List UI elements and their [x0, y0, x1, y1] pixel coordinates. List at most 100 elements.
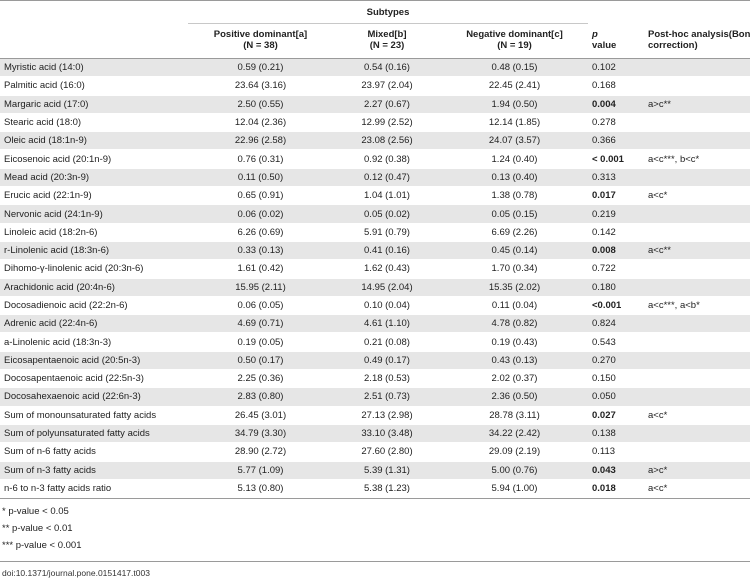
positive-dominant-cell: 2.83 (0.80)	[188, 387, 333, 407]
footnote: ** p-value < 0.01	[2, 523, 73, 535]
table-row: r-Linolenic acid (18:3n-6) 0.33 (0.13) 0.4…	[0, 241, 750, 261]
mixed-cell: 27.13 (2.98)	[333, 406, 441, 425]
header-line: Mixed[b]	[367, 29, 407, 40]
table-row: Dihomo-γ-linolenic acid (20:3n-6) 1.61 (0…	[0, 259, 750, 279]
acid-name-cell: Mead acid (20:3n-9)	[0, 168, 188, 188]
mixed-cell: 12.99 (2.52)	[333, 113, 441, 133]
mixed-cell: 2.18 (0.53)	[333, 369, 441, 389]
header-line: (N = 19)	[497, 40, 532, 51]
p-value-cell: <0.001	[588, 296, 644, 316]
positive-dominant-cell: 0.76 (0.31)	[188, 149, 333, 169]
acid-name-cell: Sum of monounsaturated fatty acids	[0, 406, 188, 425]
acid-name-cell: Sum of n-6 fatty acids	[0, 442, 188, 462]
footnotes: * p-value < 0.05 ** p-value < 0.01 *** p…	[0, 499, 750, 554]
p-value-cell: 0.722	[588, 259, 644, 279]
negative-dominant-cell: 15.35 (2.02)	[441, 278, 588, 297]
p-value-cell: 0.113	[588, 442, 644, 462]
acid-name-cell: Stearic acid (18:0)	[0, 113, 188, 133]
p-value-cell: 0.138	[588, 424, 644, 444]
negative-dominant-cell: 0.45 (0.14)	[441, 241, 588, 261]
header-line: Post-hoc analysis(Bonferroni	[648, 28, 750, 40]
negative-dominant-cell: 0.48 (0.15)	[441, 58, 588, 78]
positive-dominant-cell: 0.11 (0.50)	[188, 168, 333, 188]
positive-dominant-cell: 22.96 (2.58)	[188, 131, 333, 151]
positive-dominant-cell: 1.61 (0.42)	[188, 259, 333, 279]
acid-name-cell: Nervonic acid (24:1n-9)	[0, 204, 188, 224]
positive-dominant-cell: 0.33 (0.13)	[188, 241, 333, 261]
posthoc-cell: a<c**	[644, 241, 750, 261]
negative-dominant-cell: 1.38 (0.78)	[441, 186, 588, 206]
table-row: Erucic acid (22:1n-9) 0.65 (0.91) 1.04 (1.…	[0, 186, 750, 206]
posthoc-cell	[644, 351, 750, 371]
table-row: Nervonic acid (24:1n-9) 0.06 (0.02) 0.05 (…	[0, 204, 750, 224]
p-value-cell: 0.027	[588, 406, 644, 425]
footnote: *** p-value < 0.001	[2, 540, 82, 552]
negative-dominant-cell: 4.78 (0.82)	[441, 314, 588, 334]
table-row: Sum of polyunsaturated fatty acids 34.79 …	[0, 424, 750, 444]
positive-dominant-cell: 34.79 (3.30)	[188, 424, 333, 444]
table-row: Stearic acid (18:0) 12.04 (2.36) 12.99 (2.…	[0, 113, 750, 133]
posthoc-cell: a>c*	[644, 461, 750, 480]
mixed-cell: 2.51 (0.73)	[333, 387, 441, 407]
p-value-cell: 0.150	[588, 369, 644, 389]
table-row: Palmitic acid (16:0) 23.64 (3.16) 23.97 (2…	[0, 76, 750, 96]
positive-dominant-header: Positive dominant[a] (N = 38)	[188, 23, 333, 59]
header-line: p	[592, 28, 598, 40]
table-row: Docosadienoic acid (22:2n-6) 0.06 (0.05) 0…	[0, 296, 750, 316]
posthoc-cell	[644, 131, 750, 151]
header-line: Negative dominant[c]	[466, 29, 563, 40]
negative-dominant-cell: 29.09 (2.19)	[441, 442, 588, 462]
acid-name-cell: r-Linolenic acid (18:3n-6)	[0, 241, 188, 261]
negative-dominant-cell: 28.78 (3.11)	[441, 406, 588, 425]
negative-dominant-cell: 1.24 (0.40)	[441, 149, 588, 169]
negative-dominant-cell: 0.11 (0.04)	[441, 296, 588, 316]
positive-dominant-cell: 23.64 (3.16)	[188, 76, 333, 96]
mixed-cell: 14.95 (2.04)	[333, 278, 441, 297]
p-value-cell: 0.142	[588, 223, 644, 242]
acid-name-cell: Docosapentaenoic acid (22:5n-3)	[0, 369, 188, 389]
positive-dominant-cell: 2.50 (0.55)	[188, 95, 333, 114]
acid-name-cell: Palmitic acid (16:0)	[0, 76, 188, 96]
acid-name-cell: Oleic acid (18:1n-9)	[0, 131, 188, 151]
posthoc-cell: a<c*	[644, 406, 750, 425]
acid-name-cell: Eicosenoic acid (20:1n-9)	[0, 149, 188, 169]
acid-name-cell: Sum of polyunsaturated fatty acids	[0, 424, 188, 444]
posthoc-header: Post-hoc analysis(Bonferroni correction)	[644, 23, 750, 59]
posthoc-cell	[644, 332, 750, 352]
p-value-cell: 0.219	[588, 204, 644, 224]
acid-name-cell: Docosadienoic acid (22:2n-6)	[0, 296, 188, 316]
table-row: Myristic acid (14:0) 0.59 (0.21) 0.54 (0.1…	[0, 58, 750, 78]
p-value-cell: 0.180	[588, 278, 644, 297]
positive-dominant-cell: 0.19 (0.05)	[188, 332, 333, 352]
posthoc-cell	[644, 76, 750, 96]
posthoc-cell	[644, 387, 750, 407]
p-value-cell: < 0.001	[588, 149, 644, 169]
positive-dominant-cell: 12.04 (2.36)	[188, 113, 333, 133]
mixed-cell: 0.21 (0.08)	[333, 332, 441, 352]
table-row: Linoleic acid (18:2n-6) 6.26 (0.69) 5.91 (…	[0, 223, 750, 242]
posthoc-cell	[644, 168, 750, 188]
positive-dominant-cell: 28.90 (2.72)	[188, 442, 333, 462]
table-body: Myristic acid (14:0) 0.59 (0.21) 0.54 (0.1…	[0, 58, 750, 499]
name-column-header	[0, 23, 188, 59]
negative-dominant-cell: 0.05 (0.15)	[441, 204, 588, 224]
positive-dominant-cell: 0.50 (0.17)	[188, 351, 333, 371]
mixed-cell: 5.38 (1.23)	[333, 479, 441, 499]
positive-dominant-cell: 0.06 (0.02)	[188, 204, 333, 224]
mixed-cell: 0.49 (0.17)	[333, 351, 441, 371]
bottom-rule	[0, 498, 750, 500]
negative-dominant-cell: 12.14 (1.85)	[441, 113, 588, 133]
negative-dominant-cell: 2.36 (0.50)	[441, 387, 588, 407]
mixed-cell: 33.10 (3.48)	[333, 424, 441, 444]
positive-dominant-cell: 0.65 (0.91)	[188, 186, 333, 206]
positive-dominant-cell: 6.26 (0.69)	[188, 223, 333, 242]
table-row: Sum of monounsaturated fatty acids 26.45 …	[0, 406, 750, 425]
p-value-cell: 0.366	[588, 131, 644, 151]
mixed-cell: 0.05 (0.02)	[333, 204, 441, 224]
acid-name-cell: Linoleic acid (18:2n-6)	[0, 223, 188, 242]
header-line: (N = 23)	[369, 40, 405, 51]
posthoc-cell	[644, 259, 750, 279]
p-value-cell: 0.278	[588, 113, 644, 133]
mixed-cell: 1.04 (1.01)	[333, 186, 441, 206]
